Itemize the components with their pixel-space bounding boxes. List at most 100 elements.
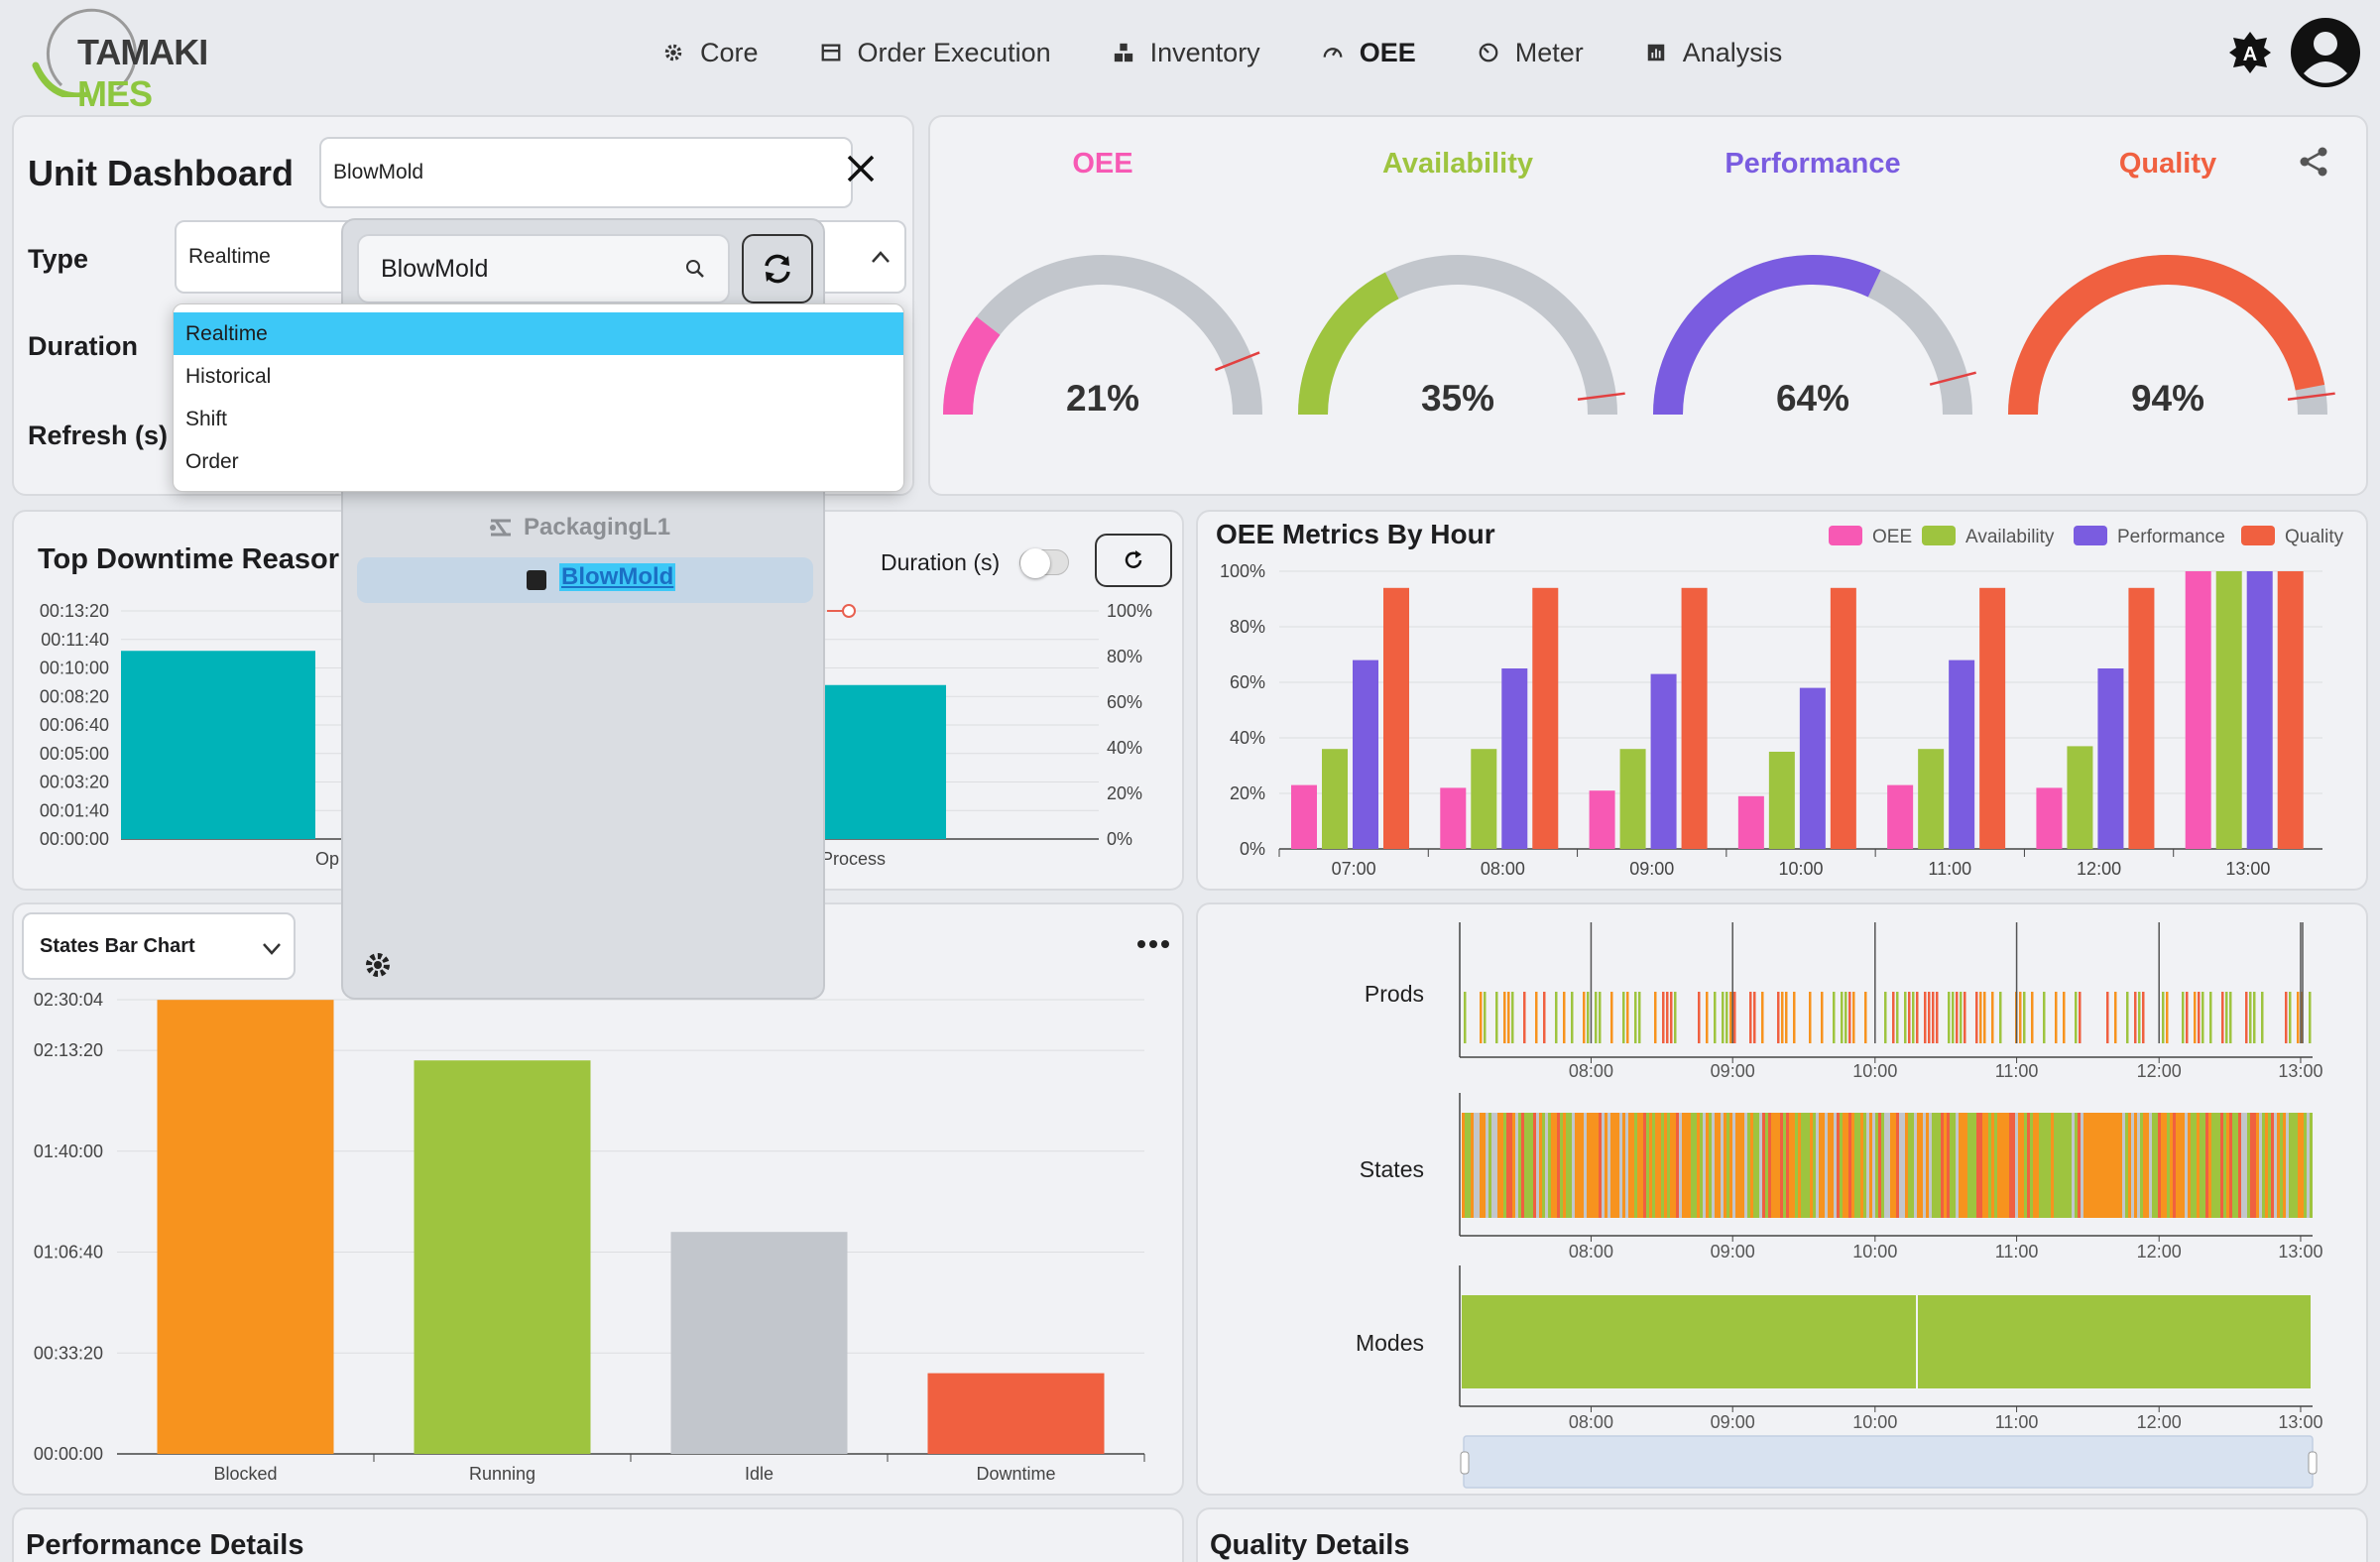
state-segment	[1509, 1113, 1512, 1218]
timeline-x-tick-2-1: 09:00	[1711, 1412, 1755, 1432]
state-segment	[2232, 1113, 2235, 1218]
state-segment	[2125, 1113, 2128, 1218]
more-options-icon[interactable]	[1136, 938, 1170, 950]
state-segment	[1685, 1113, 1688, 1218]
prod-mark	[2063, 992, 2066, 1043]
tree-refresh-button[interactable]	[742, 234, 813, 303]
prod-mark	[2126, 992, 2129, 1043]
state-segment	[2000, 1113, 2003, 1218]
nav-core[interactable]: Core	[662, 30, 759, 75]
state-segment	[1658, 1113, 1661, 1218]
prod-mark	[1555, 992, 1558, 1043]
share-icon[interactable]	[2297, 145, 2330, 179]
prod-mark	[1626, 992, 1629, 1043]
type-option-order[interactable]: Order	[185, 449, 239, 473]
unit-input[interactable]: BlowMold	[319, 137, 853, 208]
chart-icon	[1647, 44, 1664, 61]
prod-mark	[2198, 992, 2201, 1043]
state-segment	[2235, 1113, 2238, 1218]
state-segment	[1756, 1113, 1759, 1218]
timeline-x-tick-2-3: 11:00	[1995, 1412, 2039, 1432]
prod-mark	[1964, 992, 1966, 1043]
refresh-label: Refresh (s)	[28, 421, 169, 450]
state-segment	[1613, 1113, 1616, 1218]
state-segment	[1926, 1113, 1929, 1218]
hour-bar-3-4	[1979, 587, 2006, 849]
state-segment	[1468, 1113, 1471, 1218]
tree-search-input[interactable]: BlowMold	[357, 234, 730, 303]
type-option-realtime[interactable]: Realtime	[174, 312, 903, 355]
downtime-y2-tick-3: 40%	[1107, 738, 1142, 758]
states-y-tick-3: 01:06:40	[34, 1243, 103, 1262]
state-segment	[2024, 1113, 2027, 1218]
prod-mark	[1495, 992, 1498, 1043]
state-segment	[1953, 1113, 1956, 1218]
type-option-historical[interactable]: Historical	[185, 364, 272, 388]
state-segment	[1643, 1113, 1646, 1218]
pareto-point	[842, 604, 856, 618]
state-segment	[2069, 1113, 2072, 1218]
close-icon[interactable]	[843, 151, 879, 186]
state-segment	[1587, 1113, 1590, 1218]
state-segment	[1908, 1113, 1911, 1218]
legend-swatch-2	[2074, 526, 2107, 545]
hour-y-tick-0: 100%	[1220, 561, 1265, 581]
state-segment	[1652, 1113, 1655, 1218]
prod-mark	[1848, 992, 1851, 1043]
type-label: Type	[28, 244, 89, 274]
nav-meter[interactable]: Meter	[1478, 30, 1584, 75]
state-segment	[1944, 1113, 1947, 1218]
theme-toggle-button[interactable]: A	[2227, 30, 2273, 75]
state-segment	[1843, 1113, 1845, 1218]
hour-y-tick-4: 20%	[1230, 783, 1265, 803]
state-segment	[1738, 1113, 1741, 1218]
state-segment	[2030, 1113, 2033, 1218]
timeline-x-tick-2-2: 10:00	[1852, 1412, 1897, 1432]
gauge-fill-1	[1298, 272, 1399, 416]
prod-mark	[1507, 992, 1510, 1043]
state-segment	[1548, 1113, 1551, 1218]
prod-mark	[1666, 992, 1669, 1043]
hour-y-tick-1: 80%	[1230, 617, 1265, 637]
chart-type-select[interactable]: States Bar Chart	[22, 912, 296, 980]
state-segment	[1634, 1113, 1637, 1218]
state-segment	[1964, 1113, 1967, 1218]
prod-mark	[1587, 992, 1590, 1043]
prod-mark	[1781, 992, 1784, 1043]
nav-oee[interactable]: OEE	[1322, 30, 1416, 75]
hour-bar-3-3	[1830, 587, 1856, 849]
logo[interactable]: TAMAKI MES	[22, 6, 240, 114]
state-segment	[1807, 1113, 1810, 1218]
settings-gear-icon[interactable]	[363, 950, 393, 980]
type-option-shift[interactable]: Shift	[185, 407, 228, 430]
state-segment	[2075, 1113, 2078, 1218]
nav-order-execution[interactable]: Order Execution	[820, 30, 1051, 75]
nav-analysis-label: Analysis	[1682, 37, 1783, 67]
prod-mark	[2289, 992, 2292, 1043]
state-segment	[1560, 1113, 1563, 1218]
prod-mark	[1484, 992, 1487, 1043]
state-segment	[1500, 1113, 1503, 1218]
tree-node-packagingl1[interactable]: PackagingL1	[488, 514, 670, 541]
state-segment	[2143, 1113, 2146, 1218]
timeline-row-label-prods: Prods	[1365, 981, 1424, 1007]
nav-inventory[interactable]: Inventory	[1113, 30, 1260, 75]
nav-analysis[interactable]: Analysis	[1645, 30, 1783, 75]
downtime-y-tick-8: 00:00:00	[40, 829, 109, 849]
gauge-fill-0	[943, 316, 1001, 416]
state-segment	[1539, 1113, 1542, 1218]
mode-segment-1	[1918, 1295, 2311, 1388]
prod-mark	[2138, 992, 2141, 1043]
duration-toggle[interactable]	[1019, 548, 1069, 578]
state-segment	[2018, 1113, 2021, 1218]
prod-mark	[1638, 992, 1641, 1043]
hour-x-tick-5: 12:00	[2077, 859, 2121, 879]
prod-mark	[1908, 992, 1911, 1043]
gauge-value-1: 35%	[1421, 378, 1494, 419]
gauge-icon	[1323, 48, 1343, 58]
downtime-refresh-button[interactable]	[1095, 534, 1172, 587]
state-segment	[1875, 1113, 1878, 1218]
user-avatar[interactable]	[2289, 16, 2362, 89]
downtime-y2-tick-2: 60%	[1107, 692, 1142, 712]
state-segment	[2194, 1113, 2197, 1218]
